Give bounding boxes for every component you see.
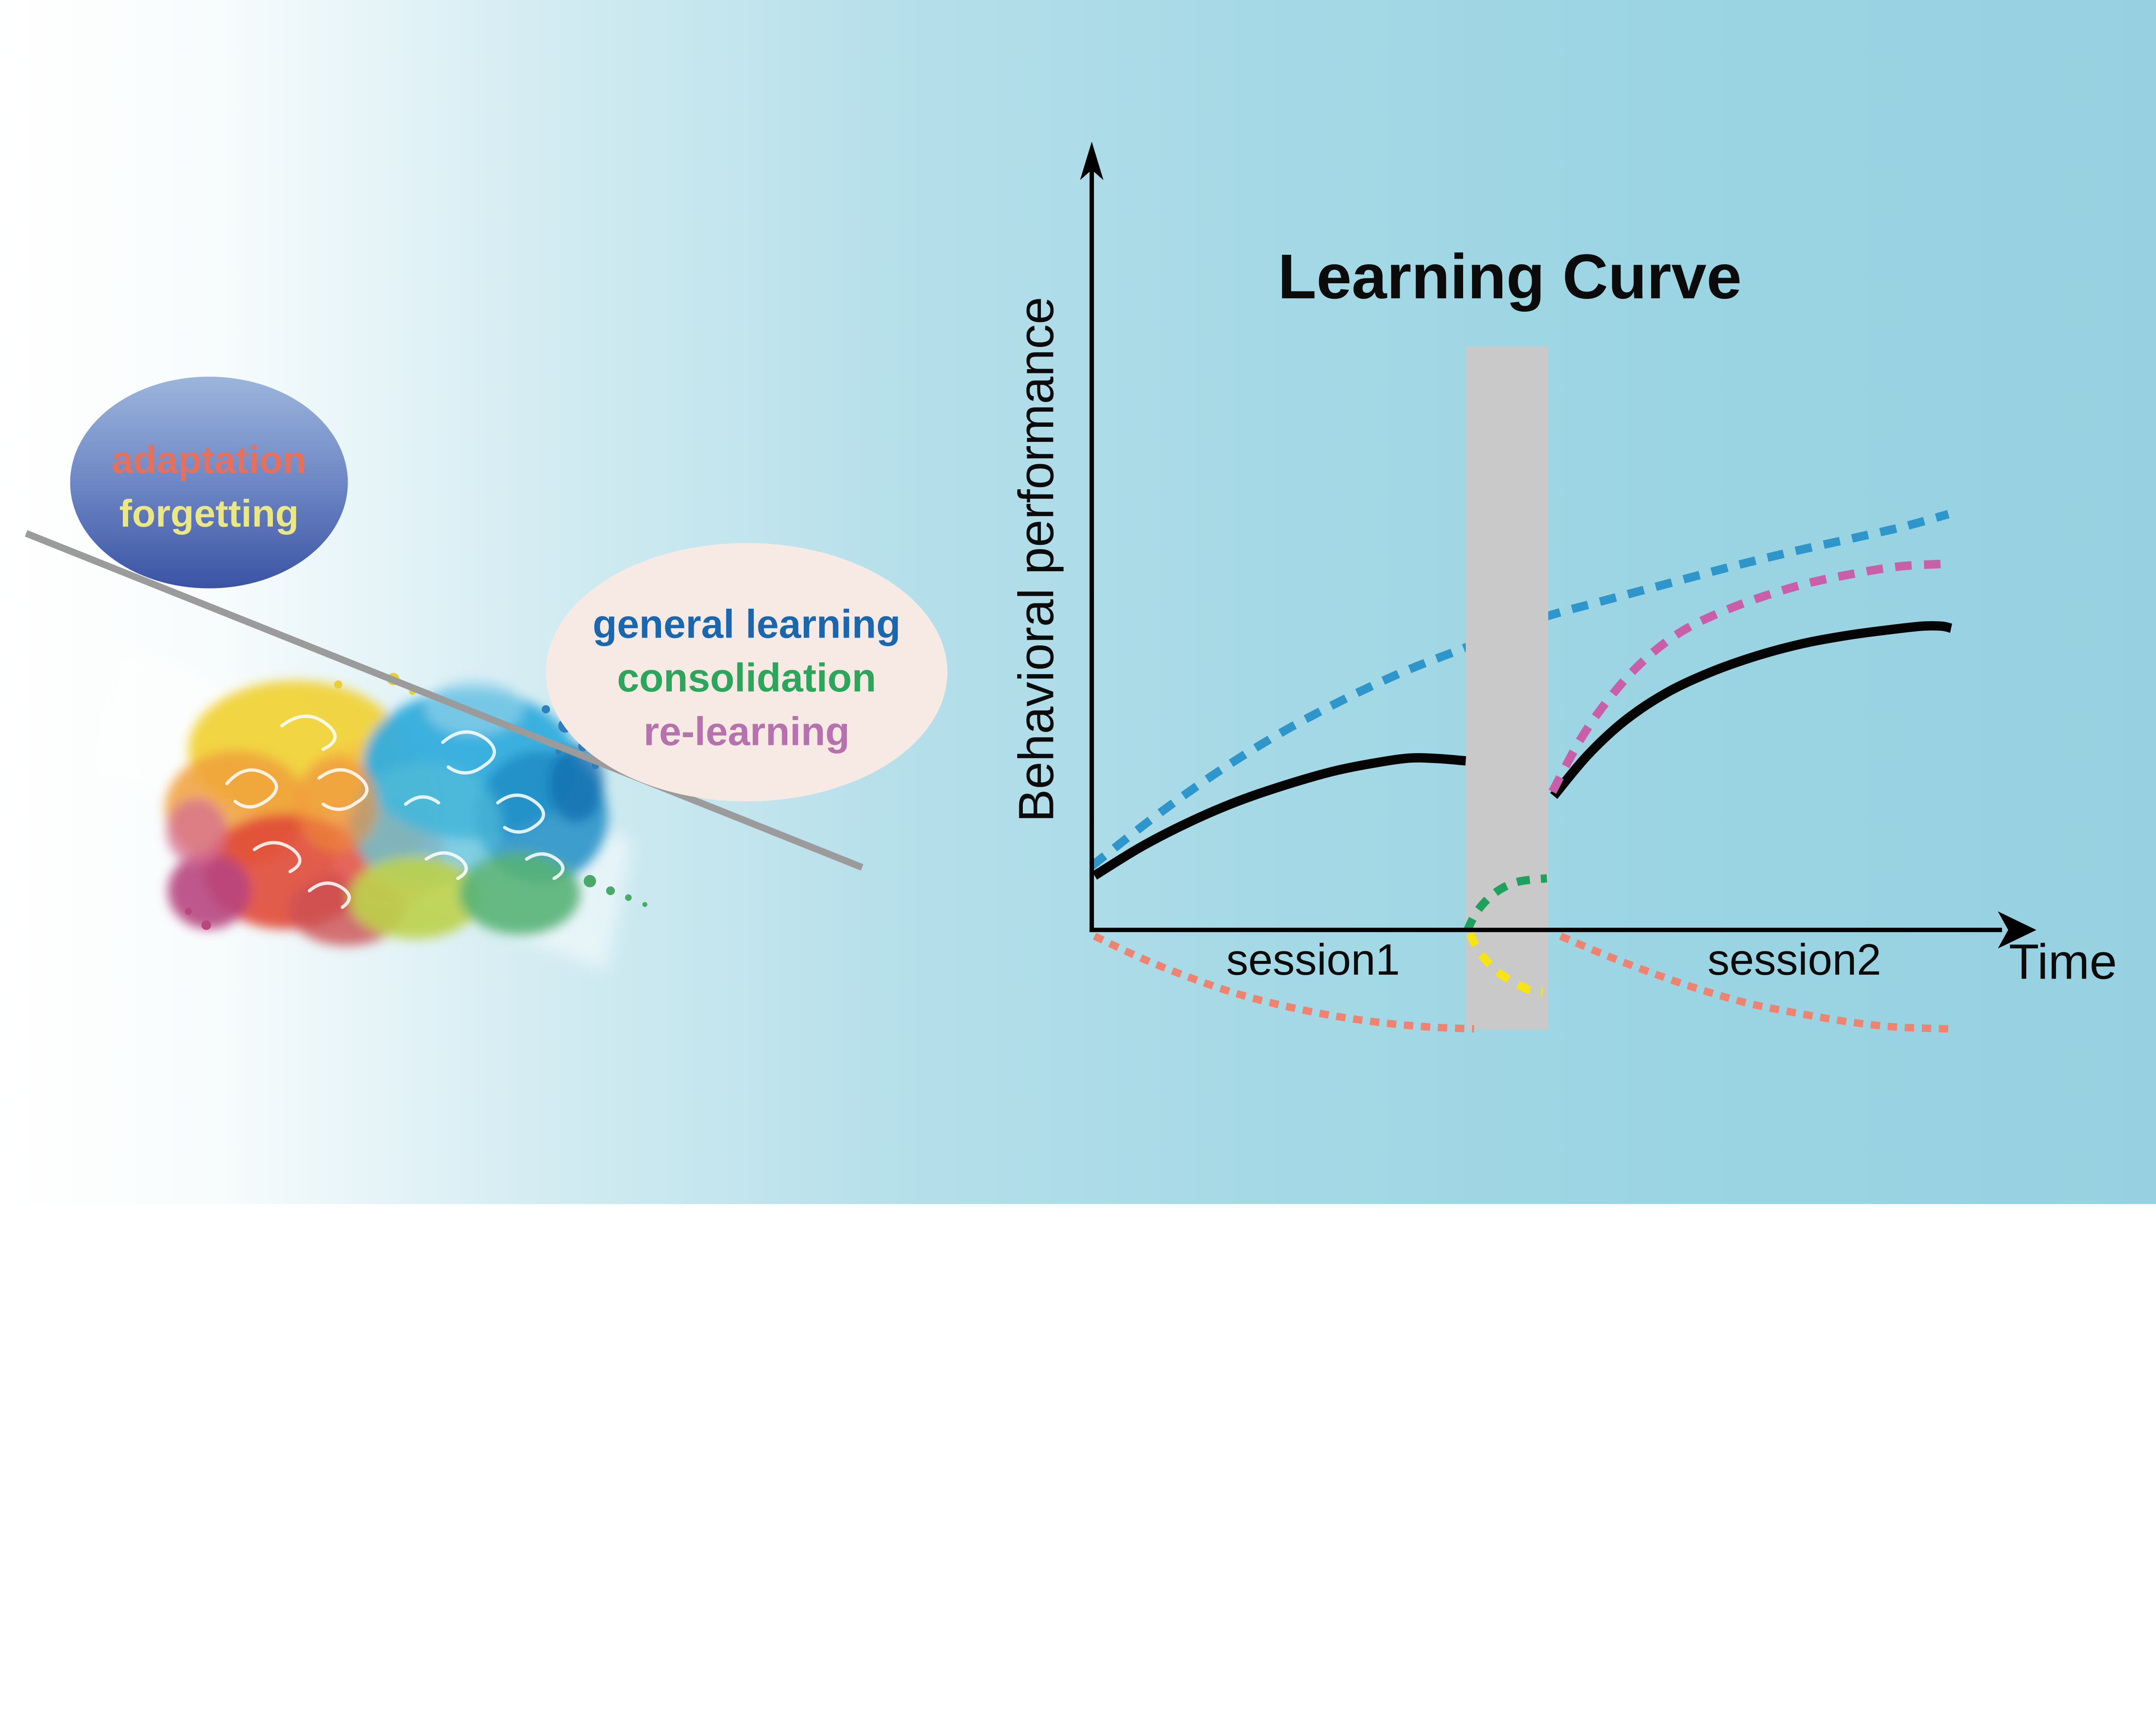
- background: [0, 0, 2156, 1204]
- curve-re-learning: [1548, 559, 1950, 794]
- label-forgetting: forgetting: [119, 491, 298, 535]
- y-axis-label: Behavioral performance: [1009, 297, 1064, 823]
- paint-dots-magenta: [185, 908, 211, 930]
- paint-dots-green: [583, 875, 648, 907]
- session1-label: session1: [1226, 935, 1400, 984]
- label-general-learning: general learning: [592, 602, 900, 647]
- bubble-learning-concepts-shape: [545, 543, 948, 802]
- bubble-adaptation-forgetting: adaptation forgetting: [70, 376, 348, 588]
- brain-sulci-lines: [225, 714, 565, 909]
- brain-blob: [168, 852, 251, 929]
- session-break-bar: [1466, 346, 1548, 1030]
- bubble-adaptation-forgetting-shape: [70, 376, 348, 588]
- brain-illustration: [165, 672, 648, 946]
- curve-forgetting: [1466, 931, 1544, 997]
- bubble-learning-concepts: general learning consolidation re-learni…: [545, 543, 948, 802]
- x-axis-arrowhead-icon: [1998, 911, 2037, 949]
- brain-blob: [459, 852, 580, 935]
- curve-performance-session1: [1092, 753, 1467, 880]
- learning-curve-plot: Learning Curve Behavioral performance se…: [1009, 141, 2117, 1033]
- label-consolidation: consolidation: [617, 655, 876, 700]
- brain-blob: [351, 763, 502, 887]
- brain-blob: [166, 798, 227, 865]
- brain-blob: [295, 756, 378, 853]
- divider-line: [25, 530, 864, 871]
- figure-canvas: adaptation forgetting general learning c…: [0, 0, 2156, 1204]
- brain-blob: [548, 745, 604, 822]
- chart-title: Learning Curve: [1278, 241, 1742, 312]
- x-axis-label: Time: [2009, 934, 2117, 989]
- label-adaptation: adaptation: [112, 438, 306, 481]
- y-axis-arrowhead-icon: [1080, 141, 1103, 180]
- curve-consolidation: [1463, 874, 1548, 933]
- label-re-learning: re-learning: [644, 709, 850, 754]
- brain-blob: [349, 856, 482, 939]
- curve-performance-session2: [1550, 621, 1952, 799]
- brain-blobs: [165, 680, 608, 946]
- session2-label: session2: [1708, 935, 1881, 984]
